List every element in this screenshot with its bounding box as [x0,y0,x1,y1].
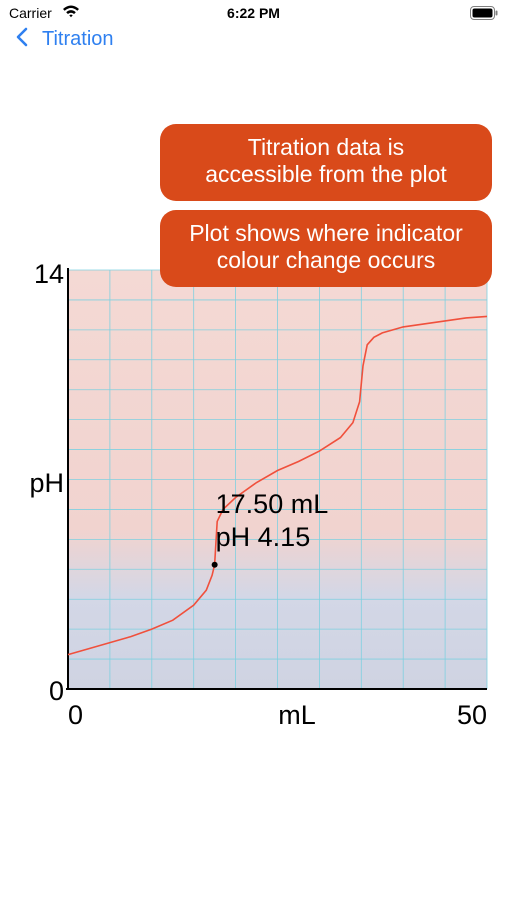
status-bar: Carrier 6:22 PM [0,0,507,28]
selected-point[interactable] [211,561,218,568]
back-button[interactable]: Titration [16,26,114,52]
titration-curve [67,315,488,656]
info-note-line: colour change occurs [216,247,436,273]
carrier-label: Carrier [9,5,52,21]
x-axis-label: mL [278,700,316,730]
status-time: 6:22 PM [227,5,280,21]
info-note-line: Plot shows where indicator [189,220,463,246]
y-tick-label-14: 14 [34,259,64,289]
info-note-line: accessible from the plot [205,161,447,187]
y-axis-label: pH [29,468,64,498]
battery-icon [470,6,498,25]
point-ph-label: pH 4.15 [216,522,311,552]
info-note-line: Titration data is [247,134,405,160]
point-volume-label: 17.50 mL [216,489,329,519]
x-tick-label-50: 50 [457,700,487,730]
chevron-left-icon [16,27,28,52]
info-note-data-access[interactable]: Titration data is accessible from the pl… [160,124,492,201]
back-button-label: Titration [42,27,114,50]
info-note-indicator[interactable]: Plot shows where indicator colour change… [160,210,492,287]
y-tick-label-0: 0 [49,676,64,706]
wifi-icon [62,4,80,23]
x-tick-label-0: 0 [68,700,83,730]
